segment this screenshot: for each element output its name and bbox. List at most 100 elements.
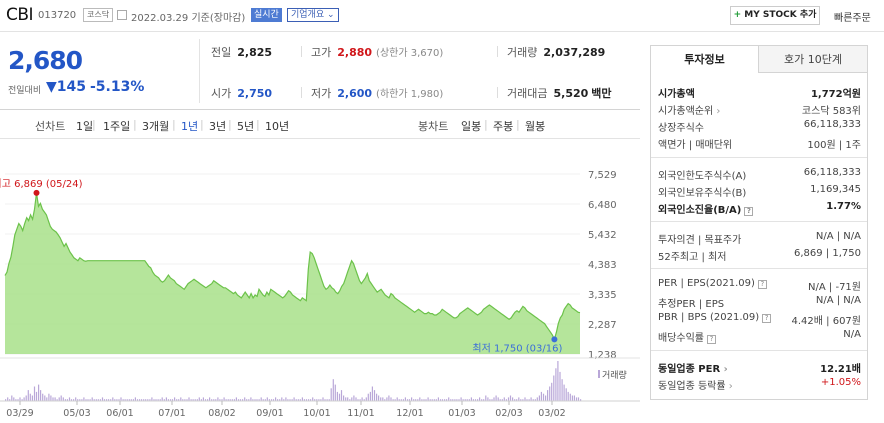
volume-bar	[192, 399, 194, 401]
help-icon[interactable]: ?	[762, 314, 772, 323]
volume-bar	[437, 397, 439, 401]
volume-bar	[382, 397, 384, 401]
company-info-button[interactable]: 기업개요 ⌄	[287, 8, 339, 22]
volume-bar	[9, 399, 11, 401]
volume-bar	[524, 397, 526, 401]
volume-bar	[580, 399, 582, 401]
info-value: 66,118,333	[803, 167, 861, 178]
prev-close: 전일 2,825	[211, 46, 273, 59]
volume-bar	[54, 397, 56, 401]
volume-bar	[408, 399, 411, 401]
y-tick-label: 5,432	[588, 230, 617, 241]
help-icon[interactable]: ?	[707, 335, 716, 344]
tab-1d[interactable]: 1일	[76, 120, 94, 133]
price-chart-svg: 7,529 6,480 5,432 4,383 3,335 2,287 1,238 최고 6,…	[0, 170, 640, 419]
volume-bar	[217, 397, 219, 401]
volume-bar	[44, 395, 46, 401]
volume-bar	[287, 399, 289, 401]
volume-bar	[81, 399, 83, 401]
tab-3y[interactable]: 3년	[209, 120, 227, 133]
volume-bar	[577, 397, 580, 401]
volume-bar	[141, 399, 143, 401]
high-marker	[33, 189, 40, 196]
tab-1y[interactable]: 1년	[181, 120, 199, 133]
volume-bar	[268, 399, 270, 401]
volume-bar	[128, 399, 130, 401]
volume-bar	[419, 397, 421, 401]
info-value: N/A | N/A	[815, 231, 861, 242]
volume-bar	[52, 397, 54, 401]
volume-bar	[223, 397, 225, 401]
volume-bar	[330, 388, 332, 401]
tab-monthly[interactable]: 월봉	[525, 120, 546, 133]
help-icon[interactable]: ?	[744, 207, 754, 216]
info-key: 상장주식수	[658, 123, 704, 134]
volume-bar	[237, 399, 240, 401]
volume-bar	[155, 399, 157, 401]
volume-bar	[567, 391, 569, 401]
volume-bar	[157, 399, 159, 401]
volume-bar	[178, 399, 180, 401]
volume-bar	[161, 397, 163, 401]
volume-bar	[272, 399, 275, 401]
info-value: 1.77%	[826, 201, 861, 212]
tab-daily[interactable]: 일봉	[461, 120, 482, 133]
x-tick-label: 12/01	[396, 408, 423, 419]
volume-bar	[270, 399, 273, 401]
volume-bar	[458, 399, 460, 401]
volume-bar	[441, 399, 444, 401]
tab-1w[interactable]: 1주일	[103, 120, 131, 133]
volume-bar	[450, 399, 452, 401]
volume-bar	[194, 399, 196, 401]
volume-bar	[130, 399, 132, 401]
volume-bar	[77, 399, 79, 401]
info-row: 동일업종 등락률 › +1.05%	[658, 376, 861, 392]
info-row: 외국인한도주식수(A) 66,118,333	[658, 166, 861, 182]
volume-bar	[446, 399, 448, 401]
volume-bar	[79, 399, 81, 401]
volume-bar	[281, 397, 283, 401]
tab-orderbook[interactable]: 호가 10단계	[759, 46, 867, 73]
tab-5y[interactable]: 5년	[237, 120, 255, 133]
divider	[497, 87, 498, 98]
info-key: 동일업종 PER ›	[658, 364, 728, 375]
volume-bar	[497, 397, 499, 401]
info-key: 배당수익률?	[658, 329, 716, 344]
tab-10y[interactable]: 10년	[265, 120, 290, 133]
volume-bar	[551, 382, 553, 401]
volume-bar	[444, 399, 446, 401]
quick-order-link[interactable]: 빠른주문	[834, 13, 871, 24]
info-value: 100원 | 1주	[807, 140, 861, 151]
tab-investment-info[interactable]: 투자정보	[651, 46, 759, 73]
info-value: 12.21배	[820, 364, 861, 375]
volume-bar	[184, 399, 186, 401]
volume-bar	[254, 399, 256, 401]
tab-weekly[interactable]: 주봉	[493, 120, 514, 133]
chevron-right-icon[interactable]: ›	[725, 381, 733, 392]
x-tick-label: 01/03	[448, 408, 475, 419]
chevron-right-icon[interactable]: ›	[713, 106, 721, 117]
volume-bar	[363, 399, 365, 401]
volume-bar	[468, 399, 470, 401]
price-area	[5, 192, 580, 354]
volume-bar	[361, 397, 363, 401]
volume-bar	[221, 399, 223, 401]
volume-bar	[477, 399, 479, 401]
realtime-badge[interactable]: 실시간	[251, 8, 282, 22]
volume-bar	[343, 395, 345, 401]
volume-bar	[188, 397, 190, 401]
volume-bar	[485, 395, 487, 401]
chevron-right-icon[interactable]: ›	[720, 364, 728, 375]
help-icon[interactable]: ?	[757, 280, 767, 289]
volume-bar	[196, 399, 198, 401]
volume-bar	[509, 395, 512, 401]
info-row: 52주최고 | 최저 6,869 | 1,750	[658, 247, 861, 263]
volume-bar	[571, 395, 573, 401]
low-label: 최저 1,750 (03/16)	[472, 342, 562, 354]
volume-bar	[186, 399, 188, 401]
volume-bar	[91, 397, 93, 401]
volume: 거래량 2,037,289	[507, 46, 606, 59]
volume-bar	[239, 399, 242, 401]
tab-3m[interactable]: 3개월	[142, 120, 170, 133]
add-mystock-button[interactable]: + MY STOCK 추가	[730, 6, 820, 25]
